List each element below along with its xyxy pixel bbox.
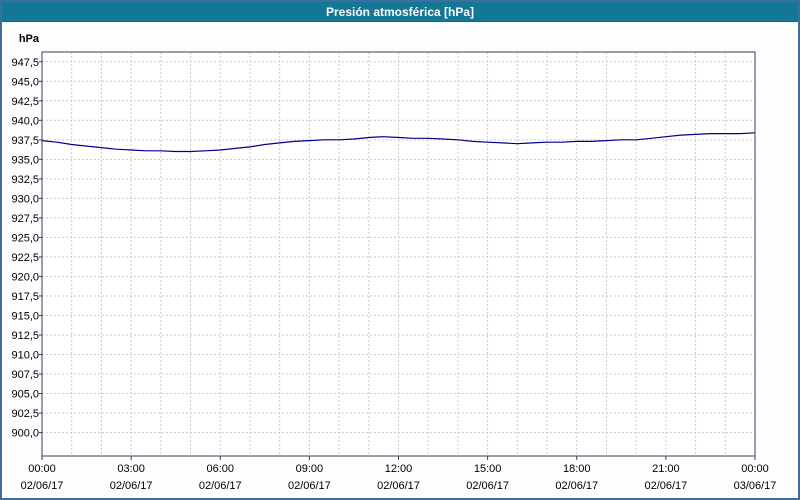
- x-axis-time-label: 15:00: [474, 463, 502, 475]
- y-axis-tick-label: 922,5: [11, 252, 39, 264]
- x-axis-time-label: 06:00: [206, 463, 234, 475]
- y-axis-tick-label: 940,0: [11, 115, 39, 127]
- y-axis-tick-label: 925,0: [11, 232, 39, 244]
- x-axis-date-label: 02/06/17: [555, 480, 598, 492]
- x-axis-date-label: 03/06/17: [734, 480, 777, 492]
- y-axis-tick-label: 945,0: [11, 76, 39, 88]
- chart-title: Presión atmosférica [hPa]: [325, 4, 475, 19]
- y-axis-tick-label: 937,5: [11, 135, 39, 147]
- chart-area: hPa 947,5 945,0 942,5 940,0 937,5 935,0 932,5 93…: [2, 22, 798, 497]
- x-axis-date-label: 02/06/17: [110, 480, 153, 492]
- y-axis-tick-label: 917,5: [11, 291, 39, 303]
- x-axis-time-label: 09:00: [296, 463, 324, 475]
- x-axis-time-label: 21:00: [652, 463, 680, 475]
- y-axis-tick-label: 902,5: [11, 408, 39, 420]
- y-axis-tick-label: 942,5: [11, 96, 39, 108]
- x-axis-date-label: 02/06/17: [466, 480, 509, 492]
- x-axis-time-label: 00:00: [28, 463, 56, 475]
- x-axis-time-label: 03:00: [117, 463, 145, 475]
- x-axis-time-label: 18:00: [563, 463, 591, 475]
- x-axis-date-label: 02/06/17: [644, 480, 687, 492]
- y-axis-tick-label: 930,0: [11, 193, 39, 205]
- y-axis-tick-label: 905,0: [11, 389, 39, 401]
- y-axis-unit-label: hPa: [19, 33, 40, 45]
- x-axis-date-label: 02/06/17: [21, 480, 64, 492]
- y-axis-tick-label: 915,0: [11, 310, 39, 322]
- y-axis-tick-label: 907,5: [11, 369, 39, 381]
- pressure-series-line: [41, 132, 756, 153]
- chart-title-bar: Presión atmosférica [hPa]: [2, 2, 798, 22]
- x-axis-date-label: 02/06/17: [199, 480, 242, 492]
- y-axis-tick-label: 947,5: [11, 57, 39, 69]
- y-axis-tick-label: 912,5: [11, 330, 39, 342]
- x-axis-date-label: 02/06/17: [288, 480, 331, 492]
- y-axis-tick-label: 935,0: [11, 154, 39, 166]
- x-axis-date-label: 02/06/17: [377, 480, 420, 492]
- y-axis-tick-label: 932,5: [11, 174, 39, 186]
- x-axis-time-label: 00:00: [741, 463, 769, 475]
- pressure-line-chart: hPa 947,5 945,0 942,5 940,0 937,5 935,0 932,5 93…: [11, 33, 777, 492]
- y-axis-tick-label: 927,5: [11, 213, 39, 225]
- x-axis-time-label: 12:00: [385, 463, 413, 475]
- y-axis-tick-label: 920,0: [11, 271, 39, 283]
- y-axis-tick-label: 900,0: [11, 428, 39, 440]
- y-axis-tick-label: 910,0: [11, 350, 39, 362]
